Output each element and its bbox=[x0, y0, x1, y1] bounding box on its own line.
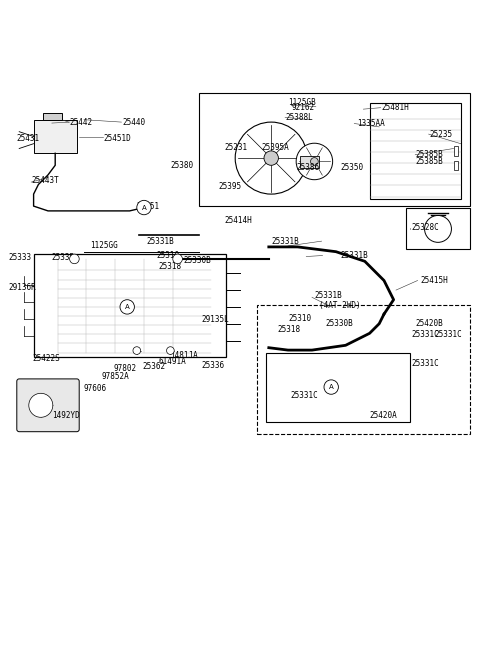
Circle shape bbox=[311, 158, 318, 166]
Text: 25362: 25362 bbox=[143, 363, 166, 371]
Bar bbox=[34, 254, 226, 357]
Text: 25431: 25431 bbox=[17, 135, 40, 143]
Circle shape bbox=[324, 380, 338, 394]
Text: 25440: 25440 bbox=[122, 118, 145, 127]
Text: 25333: 25333 bbox=[9, 253, 32, 262]
Text: 61491A: 61491A bbox=[158, 357, 186, 366]
Text: 25331B: 25331B bbox=[146, 237, 174, 246]
Text: 25331B: 25331B bbox=[314, 291, 342, 300]
Text: 25388L: 25388L bbox=[286, 113, 313, 122]
Bar bbox=[257, 304, 470, 434]
Text: 25231: 25231 bbox=[225, 143, 248, 152]
Text: 25395A: 25395A bbox=[262, 143, 289, 152]
Bar bbox=[454, 146, 458, 156]
Text: 25335: 25335 bbox=[52, 253, 75, 262]
Text: 25451D: 25451D bbox=[103, 135, 131, 143]
Circle shape bbox=[167, 347, 174, 354]
Circle shape bbox=[70, 254, 79, 263]
Text: 25380: 25380 bbox=[170, 161, 193, 170]
Text: 92162: 92162 bbox=[291, 103, 314, 112]
Bar bbox=[43, 112, 62, 120]
Text: 25331C: 25331C bbox=[434, 330, 462, 339]
Text: 25422S: 25422S bbox=[33, 353, 60, 363]
Text: 25310: 25310 bbox=[156, 251, 179, 260]
Text: 25328C: 25328C bbox=[412, 223, 440, 232]
Text: 25318: 25318 bbox=[158, 261, 181, 271]
Text: 1335AA: 1335AA bbox=[358, 118, 385, 127]
Text: 25336: 25336 bbox=[202, 361, 225, 371]
Text: 25310: 25310 bbox=[288, 315, 311, 323]
FancyBboxPatch shape bbox=[17, 379, 79, 432]
Text: 25350: 25350 bbox=[341, 163, 364, 172]
Circle shape bbox=[235, 122, 307, 194]
Text: (4AT 2WD): (4AT 2WD) bbox=[319, 302, 361, 311]
Text: 25331C: 25331C bbox=[412, 330, 440, 339]
Bar bbox=[370, 103, 461, 199]
Text: 25318: 25318 bbox=[277, 325, 300, 334]
Circle shape bbox=[120, 300, 134, 314]
Text: 25420B: 25420B bbox=[415, 319, 443, 328]
Text: 25235: 25235 bbox=[430, 129, 453, 139]
Circle shape bbox=[424, 215, 451, 242]
Text: A: A bbox=[142, 204, 146, 210]
Text: 29135L: 29135L bbox=[202, 315, 229, 325]
Text: 25415H: 25415H bbox=[420, 276, 448, 285]
Text: 25386: 25386 bbox=[297, 163, 320, 172]
Text: 97802: 97802 bbox=[114, 365, 137, 373]
Text: 29136R: 29136R bbox=[9, 283, 36, 292]
Text: 97852A: 97852A bbox=[102, 371, 130, 380]
Text: A: A bbox=[329, 384, 334, 390]
Circle shape bbox=[29, 394, 53, 417]
Circle shape bbox=[173, 254, 182, 263]
Text: 25331B: 25331B bbox=[271, 237, 299, 246]
Text: 25331C: 25331C bbox=[412, 359, 440, 367]
Text: 25481H: 25481H bbox=[382, 103, 409, 112]
Text: 25331B: 25331B bbox=[341, 251, 369, 260]
Text: 25442: 25442 bbox=[70, 118, 93, 127]
Text: 25414H: 25414H bbox=[225, 215, 252, 225]
Bar bbox=[300, 156, 319, 168]
Circle shape bbox=[264, 151, 278, 166]
Bar bbox=[266, 353, 410, 422]
Text: 1481JA: 1481JA bbox=[170, 351, 198, 360]
Circle shape bbox=[296, 143, 333, 180]
Text: 25330B: 25330B bbox=[184, 256, 212, 265]
Bar bbox=[406, 208, 470, 249]
Text: A: A bbox=[125, 304, 130, 310]
Text: 97606: 97606 bbox=[84, 384, 107, 393]
Text: 1492YD: 1492YD bbox=[52, 411, 80, 420]
Circle shape bbox=[133, 347, 141, 354]
Bar bbox=[199, 93, 470, 206]
Text: 1125GG: 1125GG bbox=[90, 241, 118, 250]
Text: 25385B: 25385B bbox=[416, 150, 444, 159]
Bar bbox=[34, 120, 77, 153]
Text: 1125GB: 1125GB bbox=[288, 99, 316, 107]
Text: 25395: 25395 bbox=[218, 183, 241, 191]
Text: 25330B: 25330B bbox=[325, 319, 353, 328]
Text: 25443T: 25443T bbox=[31, 176, 59, 185]
Bar bbox=[454, 160, 458, 170]
Text: 25385B: 25385B bbox=[416, 157, 444, 166]
Circle shape bbox=[137, 200, 151, 215]
Text: 25420A: 25420A bbox=[370, 411, 397, 420]
Text: 25331C: 25331C bbox=[290, 391, 318, 400]
Text: 25451: 25451 bbox=[137, 202, 160, 211]
